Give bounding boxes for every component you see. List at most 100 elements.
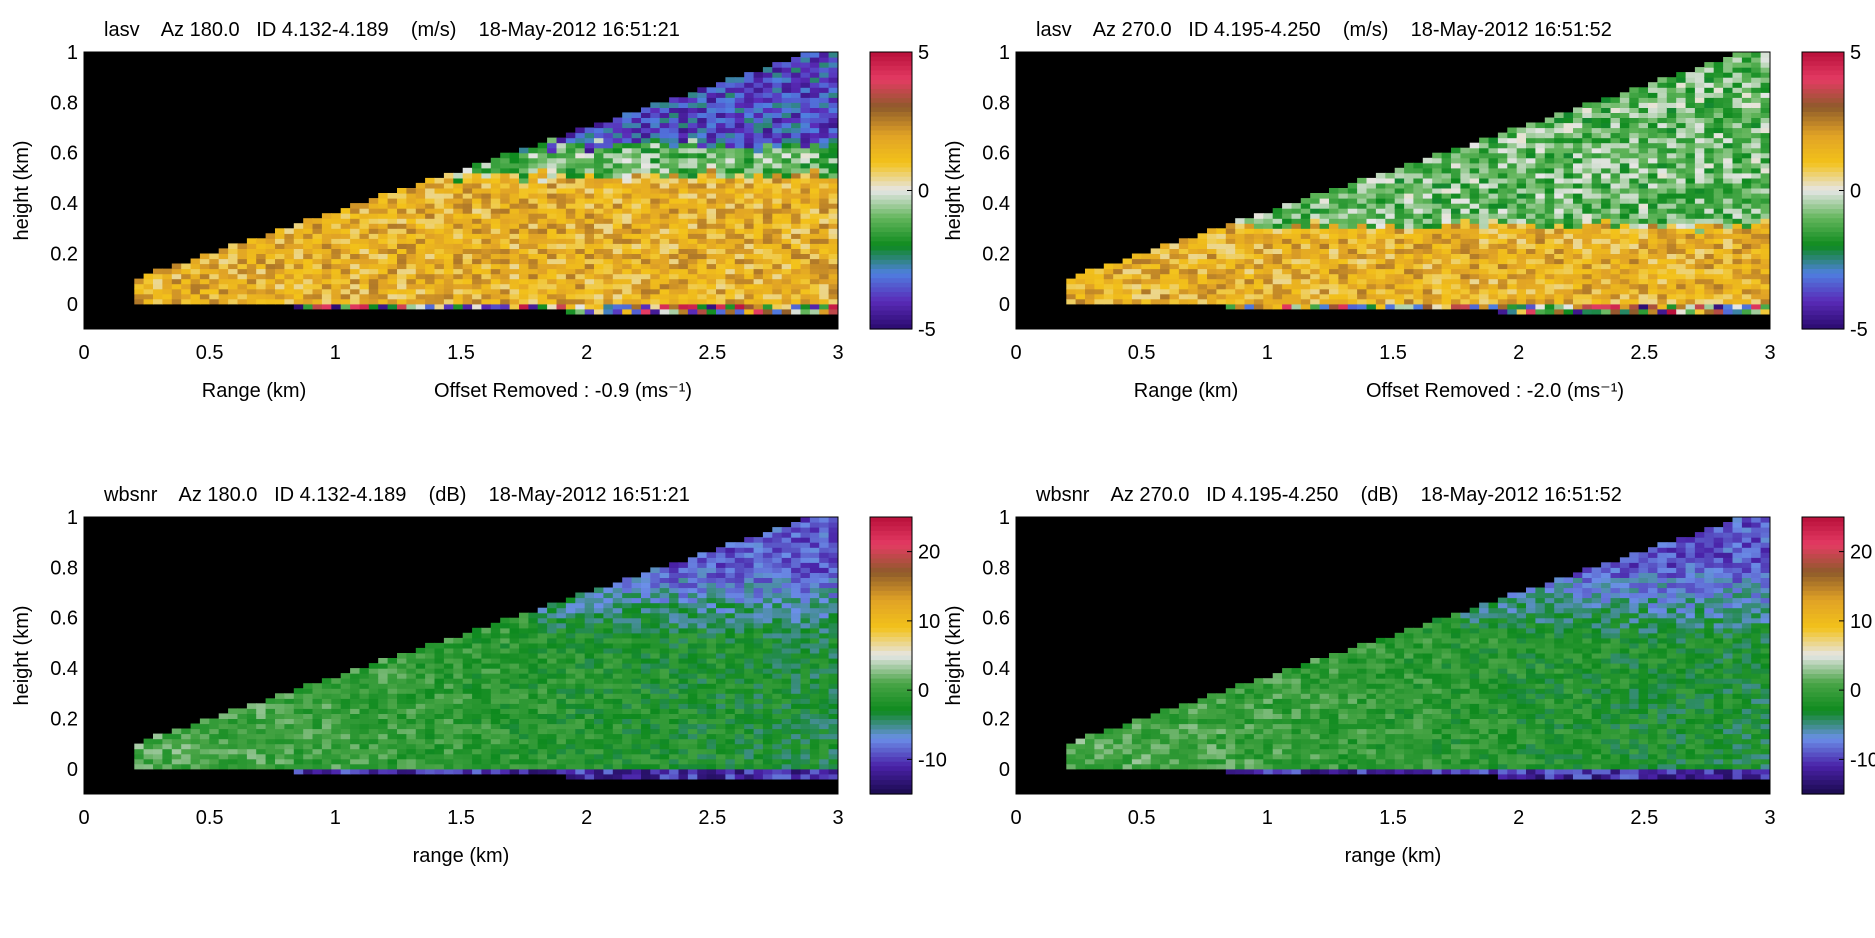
heatmap-cell [1582,248,1593,254]
heatmap-cell [1723,263,1734,270]
colorbar-segment [1802,135,1844,141]
heatmap-cell [359,218,370,224]
heatmap-cell [1704,147,1715,154]
heatmap-cell [1526,122,1536,129]
heatmap-cell [772,117,783,124]
heatmap-cell [1713,132,1724,139]
heatmap-cell [678,303,689,310]
heatmap-cell [1554,263,1565,270]
heatmap-cell [1666,303,1677,310]
heatmap-cell [509,157,520,164]
heatmap-cell [716,107,726,113]
heatmap-cell [1272,248,1283,254]
heatmap-cell [828,72,838,78]
heatmap-cell [1291,273,1302,280]
heatmap-cell [565,147,576,154]
heatmap-cell [1732,238,1743,244]
heatmap-cell [162,278,173,285]
heatmap-cell [500,208,511,214]
heatmap-cell [331,283,342,290]
heatmap-cell [556,303,567,310]
heatmap-cell [706,172,717,179]
heatmap-cell [1751,243,1762,249]
heatmap-cell [1563,228,1574,234]
heatmap-cell [275,253,285,260]
heatmap-cell [265,298,276,305]
heatmap-cell [1694,122,1705,129]
heatmap-cell [321,723,332,730]
heatmap-cell [293,728,304,735]
heatmap-cell [716,253,726,260]
heatmap-cell [1723,97,1734,103]
heatmap-cell [1666,87,1677,93]
heatmap-cell [800,112,811,118]
heatmap-cell [1432,298,1443,305]
heatmap-cell [697,233,708,239]
heatmap-cell [1713,157,1724,164]
heatmap-cell [1235,263,1246,270]
heatmap-cell [687,223,698,229]
heatmap-cell [819,102,830,108]
heatmap-cell [256,268,267,275]
heatmap-cell [594,208,604,214]
heatmap-cell [1685,263,1696,270]
heatmap-cell [556,233,567,239]
heatmap-cell [1610,253,1621,260]
heatmap-cell [1648,177,1658,184]
heatmap-cell [1741,263,1752,270]
heatmap-cell [762,308,773,315]
heatmap-cell [772,107,783,113]
heatmap-cell [1638,248,1649,254]
heatmap-cell [678,288,689,295]
heatmap-cell [809,142,820,149]
colorbar-segment [870,98,912,104]
heatmap-cell [199,263,210,270]
heatmap-cell [819,167,830,174]
heatmap-cell [331,713,342,719]
heatmap-cell [1122,283,1133,290]
colorbar-segment [1802,65,1844,71]
heatmap-cell [819,52,830,58]
heatmap-cell [1591,298,1602,305]
heatmap-cell [368,768,379,775]
heatmap-cell [1704,67,1715,73]
heatmap-cell [340,293,351,300]
heatmap-cell [350,268,361,275]
heatmap-cell [584,152,595,159]
heatmap-cell [819,208,830,214]
heatmap-cell [1282,288,1293,295]
heatmap-cell [425,203,436,209]
heatmap-cell [1657,167,1668,174]
heatmap-cell [237,298,248,305]
heatmap-cell [1741,228,1752,234]
heatmap-cell [669,223,680,229]
heatmap-cell [1544,208,1555,214]
heatmap-cell [772,77,783,83]
heatmap-cell [1207,268,1217,275]
heatmap-cell [706,107,717,113]
heatmap-cell [1329,263,1339,270]
heatmap-cell [1713,253,1724,260]
heatmap-cell [1573,273,1583,280]
heatmap-cell [1694,283,1705,290]
heatmap-cell [1601,162,1612,169]
heatmap-cell [744,177,755,184]
heatmap-cell [1732,82,1743,88]
heatmap-cell [312,718,323,725]
heatmap-cell [744,188,755,194]
heatmap-cell [490,273,501,280]
heatmap-cell [1591,147,1602,154]
heatmap-cell [650,213,661,219]
heatmap-cell [631,193,642,199]
heatmap-cell [1629,102,1640,108]
heatmap-cell [1760,198,1770,204]
heatmap-cell [753,203,764,209]
heatmap-cell [1751,213,1762,219]
heatmap-cell [331,743,342,750]
heatmap-cell [1469,198,1480,204]
heatmap-cell [1272,288,1283,295]
heatmap-cell [1619,127,1630,134]
heatmap-cell [716,243,726,249]
heatmap-cell [1582,233,1593,239]
heatmap-cell [1601,137,1612,144]
